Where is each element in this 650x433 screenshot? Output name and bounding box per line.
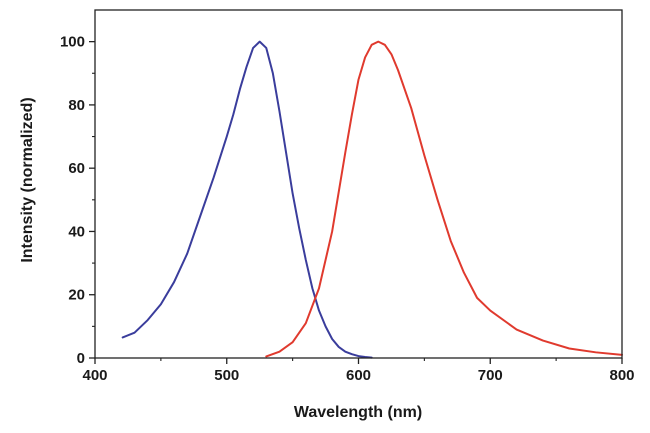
y-tick-label: 80 bbox=[68, 97, 85, 114]
y-axis-title: Intensity (normalized) bbox=[19, 97, 36, 262]
series-line-2 bbox=[265, 40, 623, 358]
series-line-1 bbox=[121, 40, 373, 359]
x-tick-label: 800 bbox=[609, 367, 634, 384]
x-tick-label: 700 bbox=[478, 367, 503, 384]
axes: 400 500 600 700 800 0 20 40 60 80 100 bbox=[60, 9, 635, 384]
y-tick-label: 20 bbox=[68, 287, 85, 304]
y-tick-label: 40 bbox=[68, 223, 85, 240]
x-tick-label: 500 bbox=[214, 367, 239, 384]
y-tick-label: 60 bbox=[68, 160, 85, 177]
plot-frame bbox=[94, 9, 623, 359]
x-axis-title: Wavelength (nm) bbox=[294, 404, 422, 421]
x-tick-label: 600 bbox=[346, 367, 371, 384]
plot-series bbox=[121, 40, 623, 359]
y-tick-label: 100 bbox=[60, 34, 85, 51]
x-tick-label: 400 bbox=[82, 367, 107, 384]
y-tick-label: 0 bbox=[77, 350, 85, 367]
